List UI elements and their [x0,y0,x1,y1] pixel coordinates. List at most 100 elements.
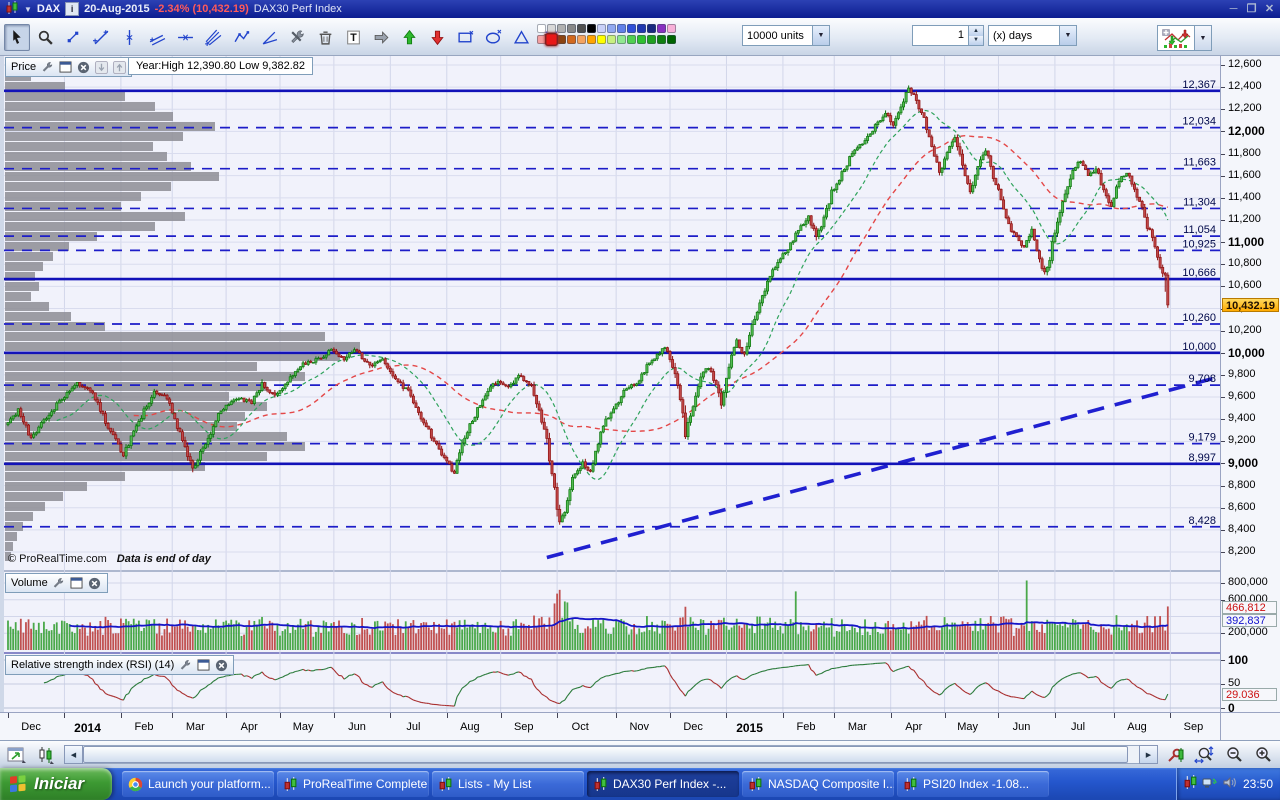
month-tick [172,713,174,718]
taskbar-task-6[interactable]: PSI20 Index -1.08... [897,771,1049,797]
price-axis-tick [1221,374,1225,376]
scrollbar-thumb[interactable] [83,746,1129,763]
pointer-tool-icon[interactable] [4,24,30,51]
tray-clock[interactable]: 23:50 [1243,777,1274,791]
text-tool-icon[interactable]: T [340,24,366,51]
color-swatch[interactable] [657,35,666,44]
color-swatch[interactable] [557,35,566,44]
compare-instrument-button[interactable] [33,743,59,767]
export-chart-button[interactable] [4,743,30,767]
tray-candles-icon[interactable] [1183,775,1198,793]
new-window-icon[interactable] [58,61,72,74]
color-swatch[interactable] [607,24,616,33]
color-swatch[interactable] [627,24,636,33]
taskbar-task-5[interactable]: NASDAQ Composite I... [742,771,894,797]
color-swatch[interactable] [557,24,566,33]
zoom-out-button[interactable] [1221,743,1247,767]
new-window-icon[interactable] [70,577,84,590]
color-swatch[interactable] [647,35,656,44]
zoom-range-button[interactable] [1192,743,1218,767]
color-swatch[interactable] [587,35,596,44]
start-button[interactable]: Iniciar [0,768,112,800]
scroll-right-icon[interactable]: ▶ [1139,745,1158,764]
chart-type-caret[interactable]: ▼ [1195,25,1212,51]
scrollbar-track[interactable] [83,745,1139,764]
delete-tool-icon[interactable] [312,24,338,51]
color-swatch[interactable] [617,35,626,44]
chart-canvas[interactable]: 12,367 10,666 10,000 8,997 12,034 11,663 11,30… [0,56,1220,712]
period-dropdown[interactable]: (x) days ▼ [988,25,1077,46]
color-swatch[interactable] [667,35,676,44]
rectangle-tool-icon[interactable] [452,24,478,51]
color-swatch[interactable] [667,24,676,33]
color-swatch[interactable] [597,35,606,44]
arrow-down-tool-icon[interactable] [424,24,450,51]
time-scrollbar[interactable]: ◀ ▶ [64,745,1158,764]
bar-count-spinner[interactable]: 1 ▲ ▼ [912,25,984,46]
taskbar-task-4[interactable]: DAX30 Perf Index -... [587,771,739,797]
time-axis[interactable]: Dec 2014 Feb Mar Apr May Jun Jul Aug Sep Oct Nov Dec… [0,712,1220,741]
color-swatch[interactable] [647,24,656,33]
ellipse-tool-icon[interactable] [480,24,506,51]
minimize-button[interactable]: ─ [1229,2,1238,15]
wrench-icon[interactable] [40,61,54,74]
horizontal-line-tool-icon[interactable] [172,24,198,51]
taskbar-task-1[interactable]: Launch your platform... [122,771,274,797]
segment-tool-icon[interactable] [60,24,86,51]
month-label: Mar [847,721,867,733]
color-swatch[interactable] [657,24,666,33]
color-swatch[interactable] [627,35,636,44]
tray-network-icon[interactable] [1202,775,1218,793]
color-swatch[interactable] [567,24,576,33]
color-swatch[interactable] [544,32,559,47]
move-down-icon[interactable] [94,60,108,74]
vertical-line-tool-icon[interactable] [116,24,142,51]
chart-type-button[interactable]: ▼ [1157,25,1212,51]
arrow-right-tool-icon[interactable] [368,24,394,51]
spin-down-icon[interactable]: ▼ [969,35,983,45]
color-swatch[interactable] [547,24,556,33]
taskbar-task-2[interactable]: ProRealTime Complete [277,771,429,797]
price-axis[interactable]: 8,200 8,400 8,600 8,800 9,000 9,200 9,400 9,600… [1220,56,1280,715]
instrument-dropdown-caret[interactable]: ▼ [24,4,32,14]
color-swatch[interactable] [637,24,646,33]
color-swatch[interactable] [537,24,546,33]
color-swatch[interactable] [617,24,626,33]
color-swatch[interactable] [577,35,586,44]
parallel-lines-tool-icon[interactable] [144,24,170,51]
triangle-tool-icon[interactable] [508,24,534,51]
zoom-in-button[interactable] [1250,743,1276,767]
trendline-tool-icon[interactable] [88,24,114,51]
units-dropdown-caret[interactable]: ▼ [812,26,829,45]
close-panel-icon[interactable] [88,577,102,590]
restore-button[interactable]: ❐ [1246,3,1257,15]
color-swatch[interactable] [577,24,586,33]
units-dropdown[interactable]: 10000 units ▼ [742,25,830,46]
close-panel-icon[interactable] [76,61,90,74]
close-button[interactable]: ✕ [1264,3,1275,15]
taskbar-task-3[interactable]: Lists - My List [432,771,584,797]
new-window-icon[interactable] [196,659,210,672]
zigzag-tool-icon[interactable] [228,24,254,51]
quote-date: 20-Aug-2015 [84,3,150,15]
pitchfork-tool-icon[interactable] [200,24,226,51]
color-swatch[interactable] [597,24,606,33]
zoom-tool-icon[interactable] [32,24,58,51]
spin-up-icon[interactable]: ▲ [969,26,983,36]
close-panel-icon[interactable] [214,659,228,672]
info-icon[interactable]: i [65,2,80,16]
wrench-icon[interactable] [178,659,192,672]
drawing-tools-tool-icon[interactable] [284,24,310,51]
color-swatch[interactable] [567,35,576,44]
arrow-up-tool-icon[interactable] [396,24,422,51]
scroll-left-icon[interactable]: ◀ [64,745,83,764]
angle-line-tool-icon[interactable] [256,24,282,51]
tray-volume-icon[interactable] [1222,775,1237,793]
move-up-icon[interactable] [112,60,126,74]
color-swatch[interactable] [607,35,616,44]
color-swatch[interactable] [637,35,646,44]
candle-settings-button[interactable] [1163,743,1189,767]
color-swatch[interactable] [587,24,596,33]
wrench-icon[interactable] [52,577,66,590]
period-dropdown-caret[interactable]: ▼ [1059,26,1076,45]
